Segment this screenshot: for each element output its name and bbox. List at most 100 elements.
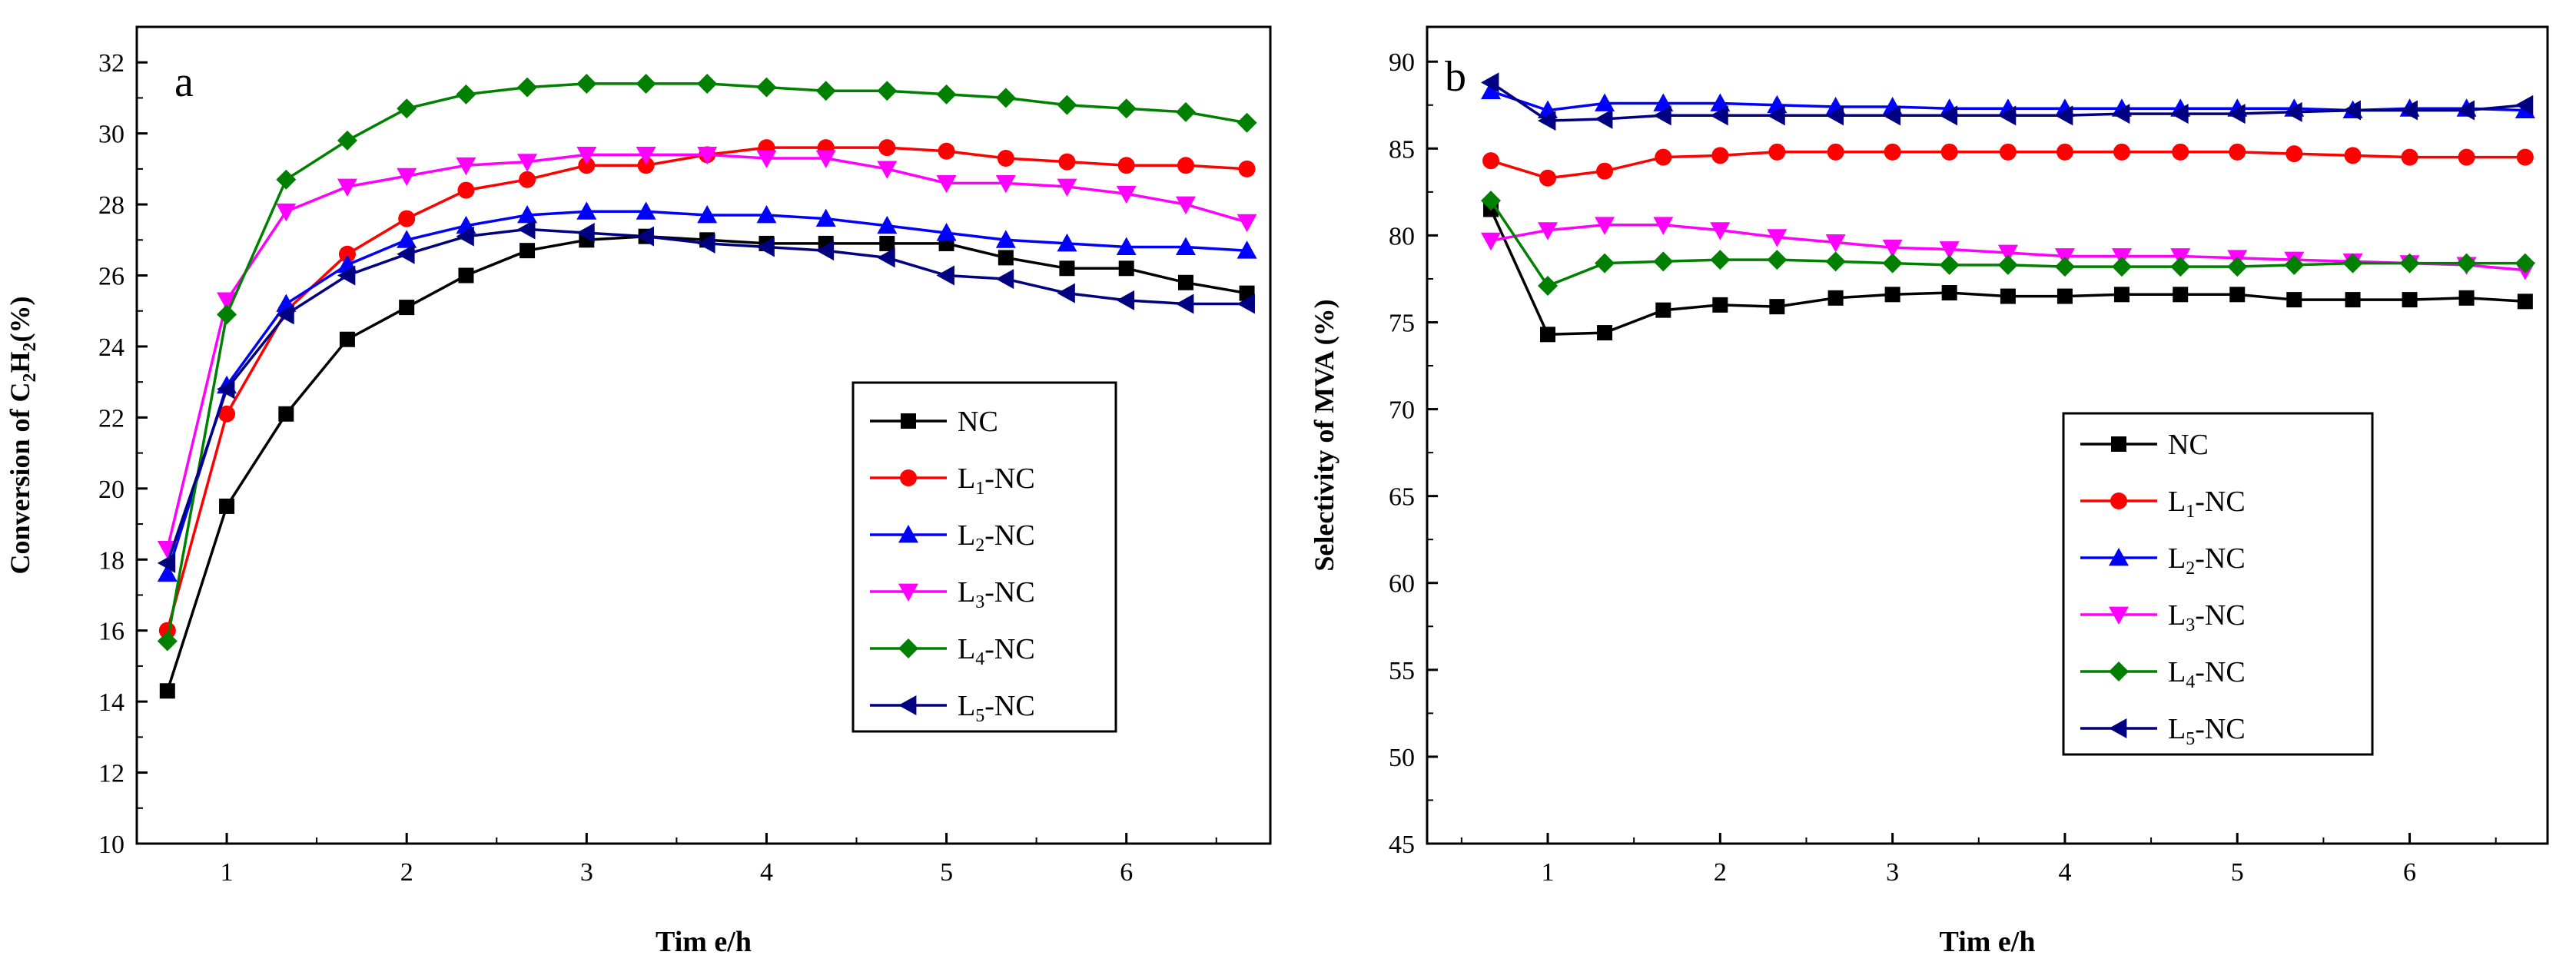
data-point-L1-NC (1058, 153, 1076, 171)
data-point-L2-NC (1710, 93, 1731, 111)
data-point-L2-NC (576, 201, 597, 220)
y-axis-label-part: (%) (5, 297, 35, 343)
data-point-NC (2000, 288, 2016, 304)
data-point-L1-NC (938, 142, 955, 160)
legend-label-NC: NC (2168, 429, 2209, 461)
legend-label-main: L (958, 576, 975, 609)
data-point-NC (2517, 293, 2533, 310)
data-point-L1-NC (1539, 169, 1557, 187)
legend-marker-L1-NC (900, 469, 917, 486)
data-point-L5-NC (815, 240, 835, 261)
data-point-L5-NC (1057, 283, 1075, 303)
data-point-NC (399, 300, 415, 316)
data-point-L4-NC (2054, 257, 2075, 277)
data-point-NC (1941, 285, 1957, 301)
legend-label-suffix: -NC (984, 463, 1034, 495)
data-point-NC (339, 331, 355, 347)
data-point-L3-NC (1480, 232, 1501, 251)
data-point-L1-NC (158, 622, 176, 639)
data-point-L5-NC (1997, 105, 2017, 126)
legend-marker-L5-NC (2109, 718, 2127, 738)
data-point-L5-NC (157, 552, 176, 573)
data-point-L2-NC (995, 230, 1016, 248)
y-axis-label-part: Selectivity of MVA (%) (1309, 299, 1339, 571)
x-tick-label: 4 (760, 858, 773, 887)
legend-label-sub: 1 (2186, 502, 2195, 522)
data-point-NC (2229, 287, 2246, 303)
data-point-NC (1059, 260, 1075, 277)
data-point-L1-NC (2344, 147, 2362, 164)
data-point-L1-NC (1117, 157, 1135, 174)
data-point-NC (1884, 287, 1900, 303)
data-point-L4-NC (1595, 253, 1615, 274)
data-point-L1-NC (878, 139, 896, 157)
data-point-L1-NC (218, 405, 236, 423)
data-point-L4-NC (697, 73, 718, 94)
data-point-L2-NC (1653, 93, 1674, 111)
y-tick-label: 26 (98, 263, 124, 291)
x-tick-label: 1 (1542, 858, 1555, 887)
series-L4-NC (157, 73, 1257, 652)
data-point-L4-NC (1825, 251, 1846, 272)
legend-label-L4-NC: L4-NC (2168, 656, 2246, 692)
data-point-L5-NC (2227, 104, 2246, 124)
data-point-L2-NC (697, 204, 718, 224)
legend-label-NC: NC (958, 406, 998, 438)
legend-label-L2-NC: L2-NC (958, 519, 1035, 555)
data-point-L4-NC (815, 81, 836, 101)
data-point-L3-NC (1997, 244, 2018, 264)
data-point-L1-NC (2229, 143, 2246, 161)
data-point-NC (1655, 302, 1671, 318)
legend-marker-L2-NC (898, 525, 918, 543)
legend-box (851, 381, 1117, 733)
data-point-L5-NC (877, 247, 895, 268)
data-point-L5-NC (936, 265, 954, 286)
data-point-L4-NC (337, 130, 357, 151)
data-point-L5-NC (1538, 111, 1556, 131)
legend-label-L1-NC: L1-NC (958, 463, 1035, 499)
data-point-NC (1177, 274, 1193, 290)
data-point-L3-NC (1710, 222, 1731, 240)
legend-label-suffix: -NC (2195, 656, 2245, 688)
data-point-L1-NC (1482, 152, 1499, 170)
data-point-L1-NC (637, 157, 655, 174)
y-tick-label: 30 (98, 121, 124, 149)
data-point-L3-NC (1882, 239, 1903, 258)
data-point-NC (1712, 297, 1728, 313)
data-point-L5-NC (2111, 104, 2130, 124)
x-tick-label: 3 (580, 858, 593, 887)
data-point-L3-NC (276, 203, 297, 222)
legend-marker-L1-NC (2110, 492, 2127, 509)
legend-label-sub: 2 (975, 536, 984, 555)
y-tick-label: 65 (1389, 483, 1415, 512)
data-point-L3-NC (1595, 217, 1615, 235)
data-point-NC (2286, 292, 2302, 308)
y-axis-label-sub: 2 (20, 342, 40, 351)
y-tick-label: 85 (1389, 135, 1415, 164)
series-L5-NC (157, 219, 1255, 573)
data-point-L2-NC (1480, 81, 1501, 100)
y-tick-label: 50 (1389, 744, 1415, 772)
data-point-NC (998, 250, 1014, 266)
data-point-L4-NC (1175, 101, 1196, 122)
data-point-L4-NC (1057, 95, 1077, 115)
legend-label-suffix: -NC (2195, 713, 2245, 745)
data-point-L5-NC (2170, 104, 2189, 124)
data-point-L1-NC (2401, 148, 2418, 166)
legend-label-sub: 3 (2186, 615, 2195, 635)
y-tick-label: 22 (98, 404, 124, 433)
legend-marker-L3-NC (2109, 606, 2129, 625)
legend-label-L5-NC: L5-NC (958, 690, 1035, 726)
data-point-L2-NC (1057, 233, 1077, 252)
data-point-L1-NC (338, 245, 356, 263)
data-point-L5-NC (1653, 105, 1671, 126)
data-point-L3-NC (1939, 241, 1960, 260)
data-point-NC (2113, 287, 2130, 303)
y-axis-label: Conversion of C2H2(%) (5, 297, 40, 575)
data-point-L3-NC (1538, 222, 1559, 240)
data-point-L5-NC (1480, 72, 1499, 93)
data-point-L3-NC (877, 161, 898, 179)
data-point-L4-NC (2284, 254, 2305, 275)
data-point-L4-NC (2111, 257, 2132, 277)
